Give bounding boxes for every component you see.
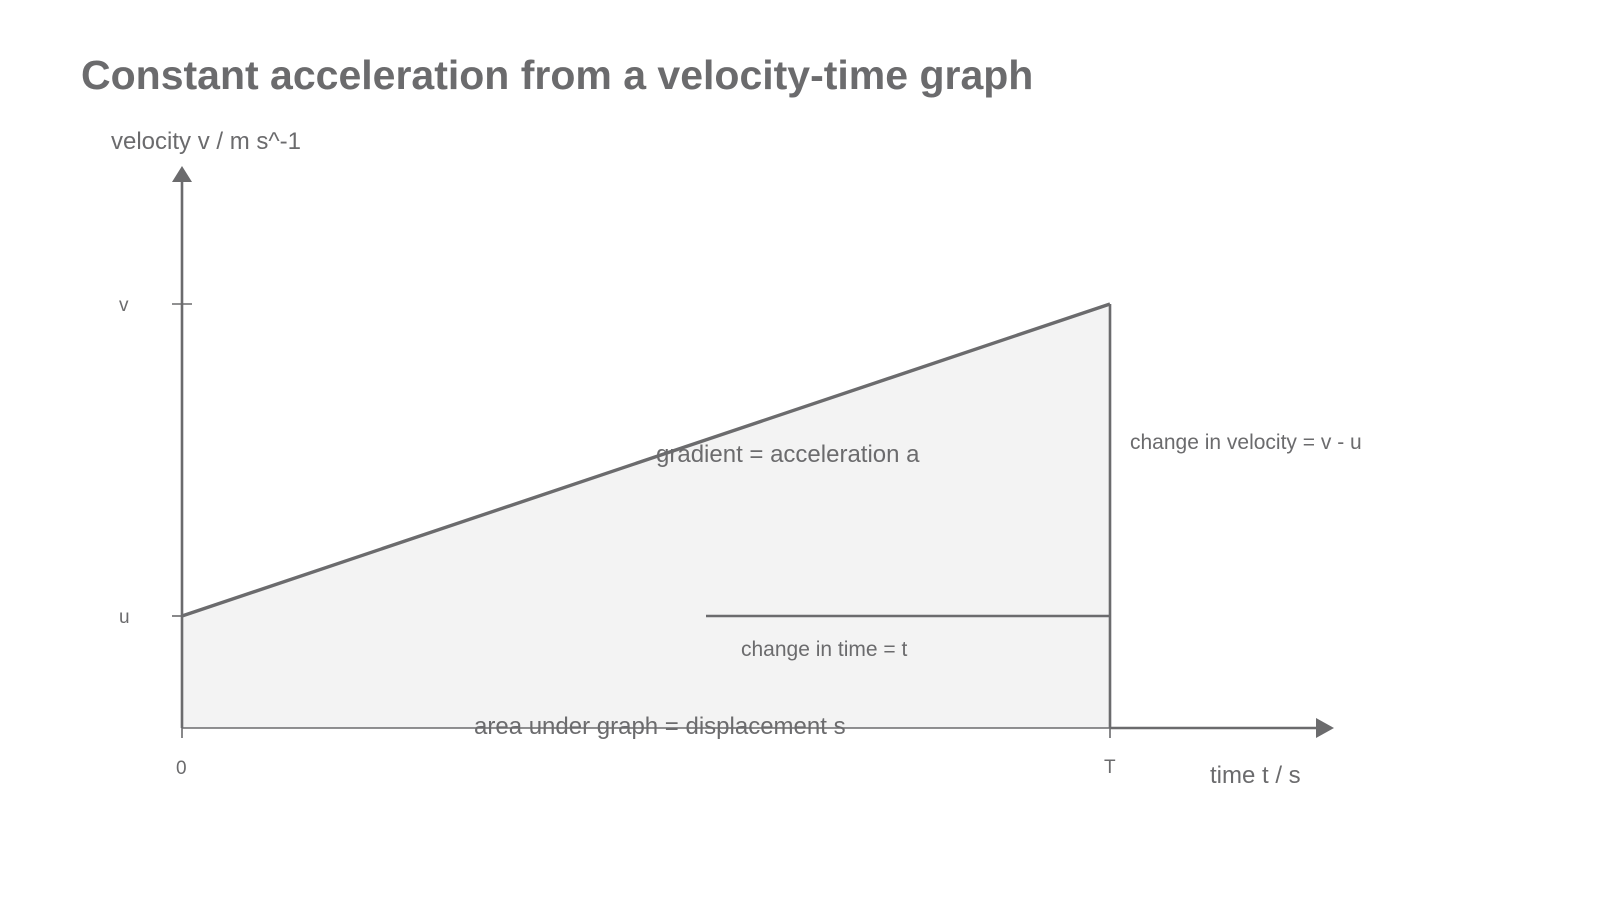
area-annotation: area under graph = displacement s <box>474 713 846 740</box>
change-in-velocity-annotation: change in velocity = v - u <box>1130 431 1362 454</box>
x-axis-arrowhead <box>1316 718 1334 738</box>
page-title: Constant acceleration from a velocity-ti… <box>81 52 1034 98</box>
x-axis-label: time t / s <box>1210 762 1301 789</box>
area-under-graph <box>182 304 1110 728</box>
y-tick-label-u: u <box>119 607 130 628</box>
x-tick-label-origin: 0 <box>176 758 187 779</box>
y-tick-label-v: v <box>119 295 129 316</box>
gradient-annotation: gradient = acceleration a <box>656 441 920 468</box>
velocity-line <box>181 302 1111 618</box>
change-in-time-annotation: change in time = t <box>741 638 908 661</box>
x-tick-label-T: T <box>1104 757 1116 778</box>
y-axis-label: velocity v / m s^-1 <box>111 128 301 155</box>
y-axis-arrowhead <box>172 166 192 182</box>
